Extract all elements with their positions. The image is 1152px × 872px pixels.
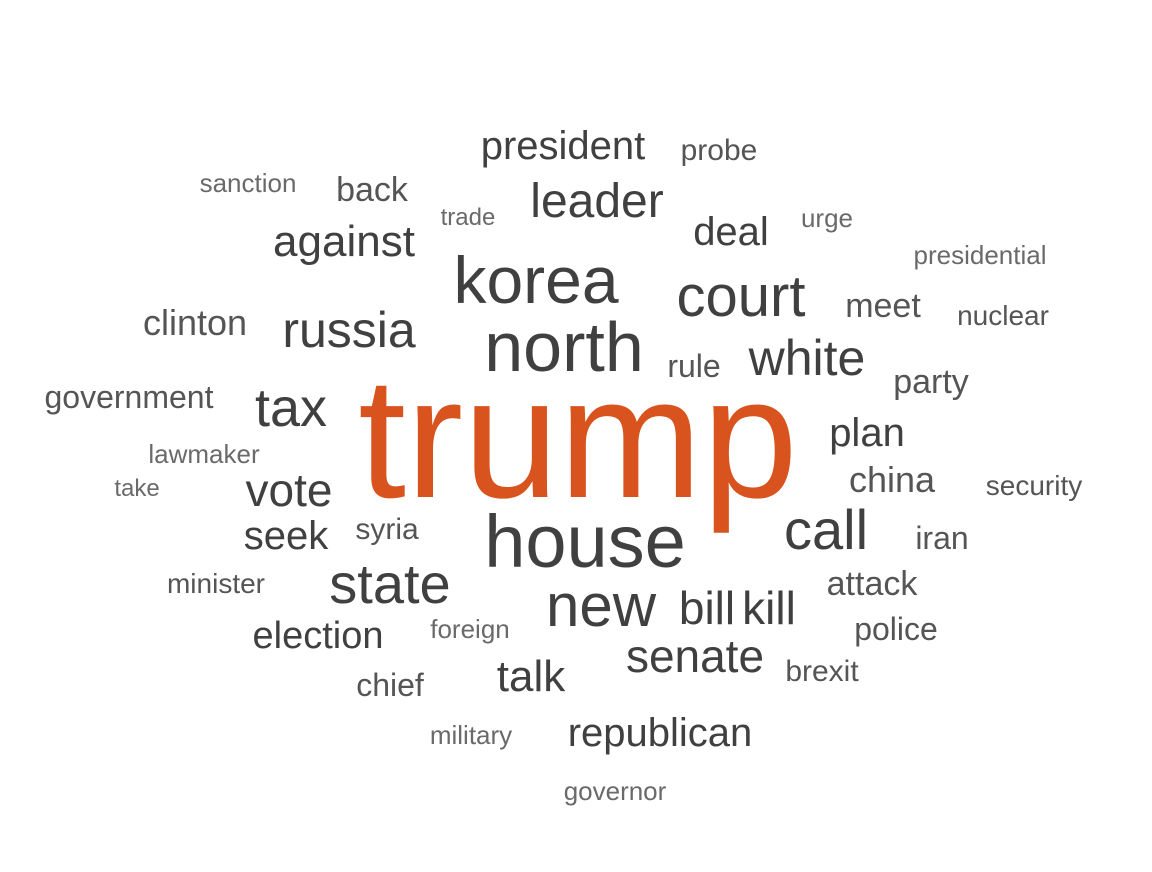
word-iran: iran <box>915 520 969 556</box>
word-russia: russia <box>282 302 416 358</box>
word-syria: syria <box>355 513 419 546</box>
word-brexit: brexit <box>785 655 859 688</box>
word-take: take <box>114 475 160 502</box>
word-white: white <box>748 330 866 386</box>
word-probe: probe <box>680 134 758 167</box>
word-presidential: presidential <box>913 240 1047 270</box>
word-korea: korea <box>453 243 619 317</box>
word-attack: attack <box>826 565 918 603</box>
word-bill: bill <box>678 582 736 634</box>
word-sanction: sanction <box>199 168 297 198</box>
word-urge: urge <box>800 203 854 233</box>
word-senate: senate <box>625 630 765 682</box>
word-nuclear: nuclear <box>957 300 1049 331</box>
word-house: house <box>484 500 686 583</box>
word-china: china <box>848 459 936 500</box>
word-party: party <box>893 363 969 401</box>
word-election: election <box>252 615 384 657</box>
word-vote: vote <box>245 464 333 516</box>
word-president: president <box>480 124 646 168</box>
word-chief: chief <box>356 667 424 703</box>
word-kill: kill <box>742 582 796 634</box>
word-new: new <box>545 572 657 639</box>
word-minister: minister <box>166 568 265 599</box>
word-back: back <box>336 171 408 209</box>
word-against: against <box>273 217 415 266</box>
word-court: court <box>676 264 806 329</box>
word-state: state <box>329 552 451 615</box>
word-call: call <box>783 498 869 561</box>
word-tax: tax <box>254 378 328 438</box>
word-plan: plan <box>829 411 905 455</box>
word-clinton: clinton <box>142 302 248 343</box>
word-rule: rule <box>667 348 721 384</box>
word-north: north <box>484 308 644 386</box>
word-seek: seek <box>243 514 329 558</box>
word-trade: trade <box>440 204 496 231</box>
word-military: military <box>429 720 513 750</box>
word-government: government <box>44 379 214 415</box>
word-meet: meet <box>845 287 921 325</box>
word-lawmaker: lawmaker <box>148 439 260 469</box>
word-police: police <box>854 611 938 647</box>
word-foreign: foreign <box>430 614 510 644</box>
word-governor: governor <box>563 776 667 806</box>
word-security: security <box>985 470 1083 501</box>
word-republican: republican <box>567 711 753 755</box>
word-leader: leader <box>530 175 664 228</box>
word-talk: talk <box>496 652 566 701</box>
word-deal: deal <box>693 210 769 254</box>
word-trump: trump <box>358 342 798 534</box>
